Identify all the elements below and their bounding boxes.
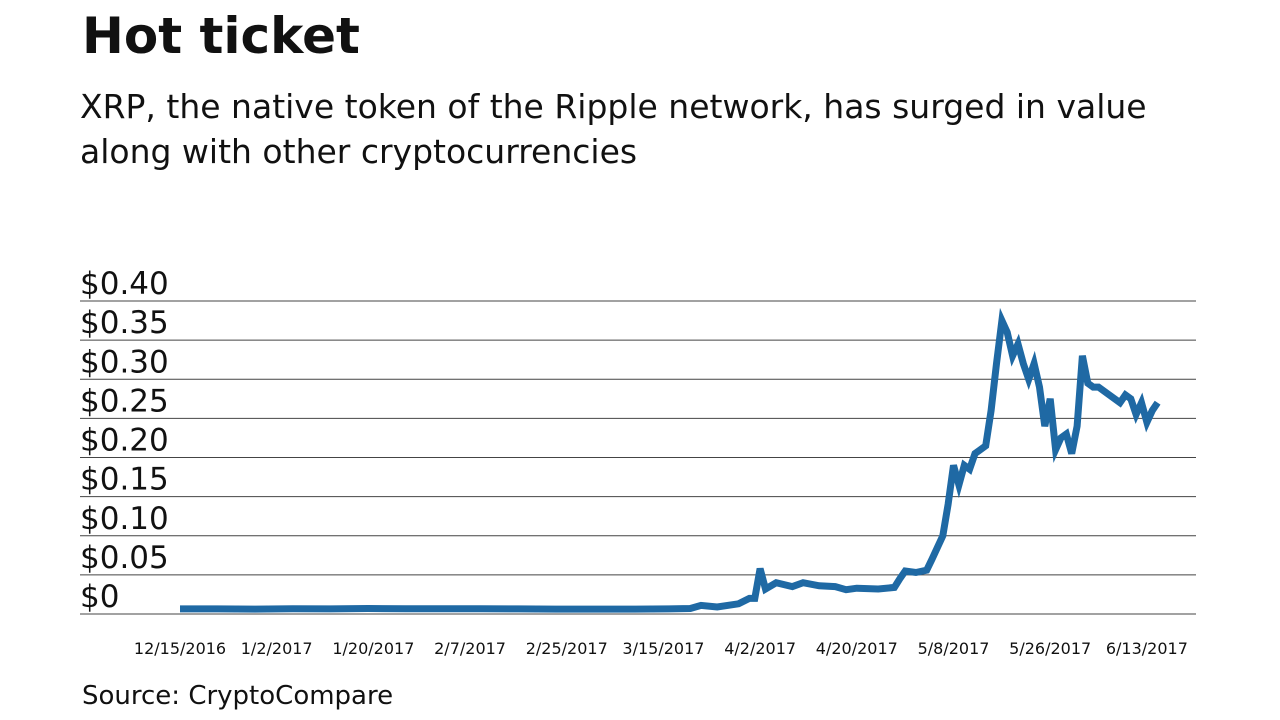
subtitle-box: XRP, the native token of the Ripple netw… [80, 87, 1147, 171]
x-tick-label: 3/15/2017 [622, 639, 704, 658]
x-tick-label: 12/15/2016 [134, 639, 226, 658]
chart-title: Hot ticket [82, 7, 360, 65]
y-tick-label: $0.20 [80, 423, 169, 459]
y-tick-label: $0.10 [80, 501, 169, 537]
y-tick-label: $0 [80, 579, 119, 615]
source: Source: CryptoCompare [82, 681, 393, 711]
x-tick-label: 4/20/2017 [816, 639, 898, 658]
x-tick-label: 6/13/2017 [1106, 639, 1188, 658]
price-line [180, 307, 1161, 613]
x-tick-label: 2/25/2017 [526, 639, 608, 658]
x-tick-label: 1/2/2017 [241, 639, 313, 658]
y-tick-label: $0.15 [80, 462, 169, 498]
y-tick-label: $0.40 [80, 266, 169, 302]
y-tick-label: $0.25 [80, 383, 169, 419]
y-tick-label: $0.30 [80, 344, 169, 380]
x-tick-label: 2/7/2017 [434, 639, 506, 658]
x-tick-label: 4/2/2017 [724, 639, 796, 658]
x-tick-label: 5/26/2017 [1009, 639, 1091, 658]
y-tick-label: $0.05 [80, 540, 169, 576]
chart-subtitle: XRP, the native token of the Ripple netw… [80, 87, 1147, 171]
x-tick-label: 1/20/2017 [332, 639, 414, 658]
x-tick-label: 5/8/2017 [918, 639, 990, 658]
y-tick-label: $0.35 [80, 305, 169, 341]
